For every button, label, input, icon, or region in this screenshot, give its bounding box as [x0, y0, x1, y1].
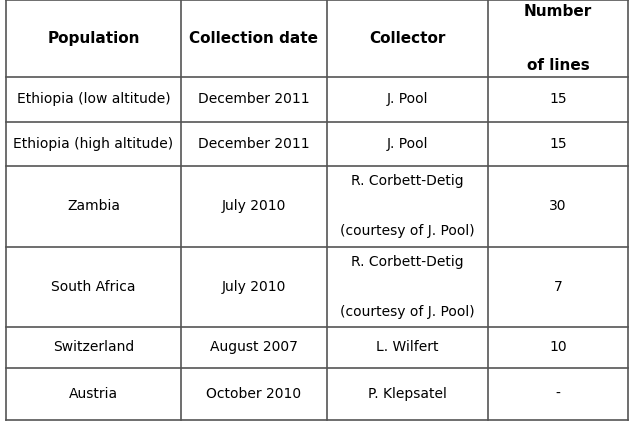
Text: July 2010: July 2010: [221, 199, 286, 214]
Text: December 2011: December 2011: [198, 137, 309, 151]
Text: 30: 30: [549, 199, 567, 214]
Text: -: -: [555, 387, 560, 401]
Text: J. Pool: J. Pool: [387, 92, 428, 106]
Text: R. Corbett-Detig

(courtesy of J. Pool): R. Corbett-Detig (courtesy of J. Pool): [340, 175, 475, 238]
Text: 15: 15: [549, 137, 567, 151]
Text: 10: 10: [549, 340, 567, 354]
Text: L. Wilfert: L. Wilfert: [376, 340, 439, 354]
Text: R. Corbett-Detig

(courtesy of J. Pool): R. Corbett-Detig (courtesy of J. Pool): [340, 255, 475, 319]
Text: 15: 15: [549, 92, 567, 106]
Text: December 2011: December 2011: [198, 92, 309, 106]
Text: P. Klepsatel: P. Klepsatel: [368, 387, 447, 401]
Text: July 2010: July 2010: [221, 280, 286, 294]
Text: Zambia: Zambia: [67, 199, 120, 214]
Text: October 2010: October 2010: [206, 387, 301, 401]
Text: Ethiopia (high altitude): Ethiopia (high altitude): [13, 137, 174, 151]
Text: Collection date: Collection date: [189, 31, 318, 46]
Text: Switzerland: Switzerland: [53, 340, 134, 354]
Text: Austria: Austria: [69, 387, 118, 401]
Text: Number

of lines: Number of lines: [524, 4, 592, 73]
Text: J. Pool: J. Pool: [387, 137, 428, 151]
Text: Ethiopia (low altitude): Ethiopia (low altitude): [16, 92, 171, 106]
Text: South Africa: South Africa: [51, 280, 136, 294]
Text: August 2007: August 2007: [210, 340, 297, 354]
Text: Population: Population: [48, 31, 139, 46]
Text: Collector: Collector: [369, 31, 446, 46]
Text: 7: 7: [553, 280, 562, 294]
